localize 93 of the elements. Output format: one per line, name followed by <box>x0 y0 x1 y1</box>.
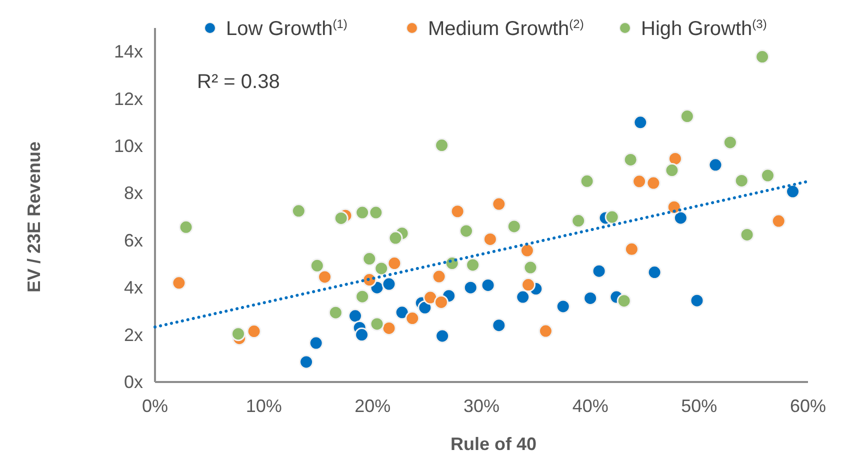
point <box>310 258 324 273</box>
point <box>668 151 682 166</box>
point <box>308 336 324 350</box>
point <box>388 230 403 246</box>
point <box>382 320 396 336</box>
point <box>492 318 506 333</box>
point <box>556 299 570 314</box>
point <box>623 152 638 167</box>
point <box>646 176 661 190</box>
point <box>624 242 639 256</box>
annotation: R² = 0.38 <box>197 71 280 93</box>
y-tick-label: 6x <box>124 230 143 250</box>
point <box>318 270 332 284</box>
y-tick-label: 4x <box>124 278 143 298</box>
x-tick-label: 60% <box>790 396 826 416</box>
point <box>178 220 194 234</box>
point <box>435 328 450 344</box>
point <box>604 210 620 224</box>
point <box>328 305 343 320</box>
point <box>592 264 606 278</box>
point <box>434 138 450 153</box>
point <box>432 269 446 284</box>
y-tick-label: 8x <box>124 183 143 204</box>
point <box>382 276 396 292</box>
point <box>246 324 262 339</box>
point <box>231 326 246 342</box>
point <box>786 184 800 199</box>
point <box>418 300 432 315</box>
point <box>673 210 688 226</box>
point <box>355 205 370 220</box>
point <box>348 308 363 324</box>
point <box>755 50 770 64</box>
point <box>480 278 496 292</box>
point <box>354 328 370 342</box>
point <box>291 204 306 218</box>
point <box>355 289 370 304</box>
x-tick-label: 0% <box>142 396 168 416</box>
point <box>466 258 480 272</box>
point <box>616 294 632 308</box>
point <box>583 290 598 306</box>
point <box>734 173 749 188</box>
point <box>394 305 410 320</box>
y-tick-label: 10x <box>114 136 143 156</box>
point <box>387 256 402 271</box>
y-tick-label: 14x <box>114 42 143 62</box>
point <box>538 324 553 338</box>
point <box>740 227 754 242</box>
y-tick-label: 2x <box>124 324 143 345</box>
point <box>334 210 348 226</box>
point <box>571 214 586 228</box>
point <box>664 163 680 178</box>
point <box>482 232 498 246</box>
point <box>423 290 438 305</box>
point <box>632 174 647 189</box>
legend-label: Low Growth$^{(1)}$ <box>226 17 348 40</box>
point <box>520 243 534 258</box>
point <box>722 135 738 150</box>
x-tick-label: 40% <box>572 396 608 416</box>
point <box>771 214 786 228</box>
point <box>521 278 536 292</box>
x-tick-label: 50% <box>681 396 718 416</box>
point <box>516 290 530 304</box>
point <box>580 174 594 188</box>
y-tick-label: 12x <box>114 88 143 109</box>
point <box>368 205 384 220</box>
point <box>680 109 694 124</box>
point <box>362 252 377 266</box>
x-tick-label: 20% <box>354 396 391 416</box>
point <box>370 316 384 332</box>
point <box>463 280 478 295</box>
point <box>666 200 682 214</box>
point <box>374 261 389 276</box>
point <box>690 293 704 308</box>
point <box>405 311 420 326</box>
point <box>172 276 186 290</box>
point <box>434 294 448 310</box>
y-axis-title: EV / 23E Revenue <box>24 141 44 293</box>
point <box>450 204 465 219</box>
legend-label: Medium Growth$^{(2)}$ <box>428 17 584 40</box>
y-tick-label: 0x <box>124 372 143 392</box>
x-tick-label: 30% <box>463 396 500 416</box>
point <box>760 168 775 183</box>
legend-label: High Growth$^{(3)}$ <box>641 17 767 40</box>
point <box>506 219 522 234</box>
x-axis-title: Rule of 40 <box>450 434 537 454</box>
point <box>647 265 662 280</box>
point <box>492 196 506 212</box>
point <box>633 115 648 130</box>
point <box>523 260 538 275</box>
point <box>459 224 474 238</box>
point <box>299 354 314 370</box>
x-tick-label: 10% <box>246 396 282 416</box>
point <box>708 158 723 172</box>
